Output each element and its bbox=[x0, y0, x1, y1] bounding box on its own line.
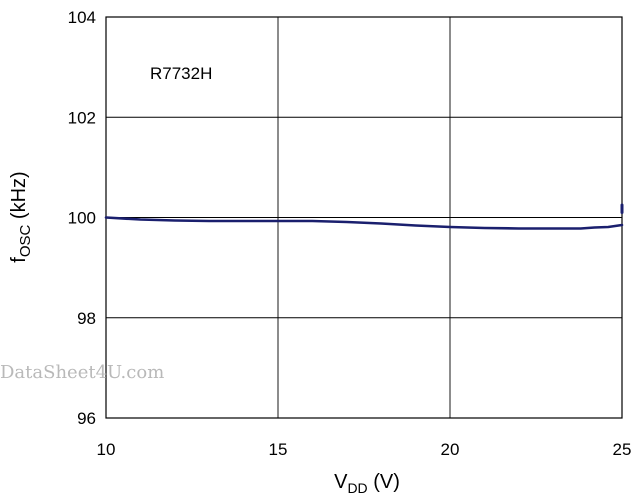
y-axis-label-main: f bbox=[8, 257, 30, 263]
y-axis-label-sub: OSC bbox=[17, 224, 34, 257]
series-group bbox=[104, 203, 624, 230]
y-tick-labels: 96 98 100 102 104 bbox=[68, 8, 96, 428]
x-axis-label-unit: (V) bbox=[368, 471, 400, 493]
y-tick-label: 102 bbox=[68, 108, 96, 127]
y-axis-label: fOSC (kHz) bbox=[8, 171, 34, 262]
x-axis-label: VDD (V) bbox=[334, 471, 400, 496]
x-tick-label: 25 bbox=[613, 440, 632, 459]
y-tick-label: 100 bbox=[68, 209, 96, 228]
grid-lines bbox=[106, 17, 622, 418]
y-axis-label-unit: (kHz) bbox=[8, 171, 30, 224]
y-tick-label: 96 bbox=[77, 409, 96, 428]
watermark: DataSheet4U.com bbox=[0, 362, 164, 383]
series-line bbox=[104, 216, 624, 230]
x-tick-label: 15 bbox=[269, 440, 288, 459]
chart-annotation: R7732H bbox=[150, 64, 212, 83]
y-tick-label: 104 bbox=[68, 8, 96, 27]
x-tick-label: 20 bbox=[441, 440, 460, 459]
x-axis-label-sub: DD bbox=[347, 480, 367, 496]
x-tick-labels: 10 15 20 25 bbox=[97, 440, 632, 459]
x-tick-label: 10 bbox=[97, 440, 116, 459]
x-axis-label-main: V bbox=[334, 471, 348, 493]
y-tick-label: 98 bbox=[77, 309, 96, 328]
